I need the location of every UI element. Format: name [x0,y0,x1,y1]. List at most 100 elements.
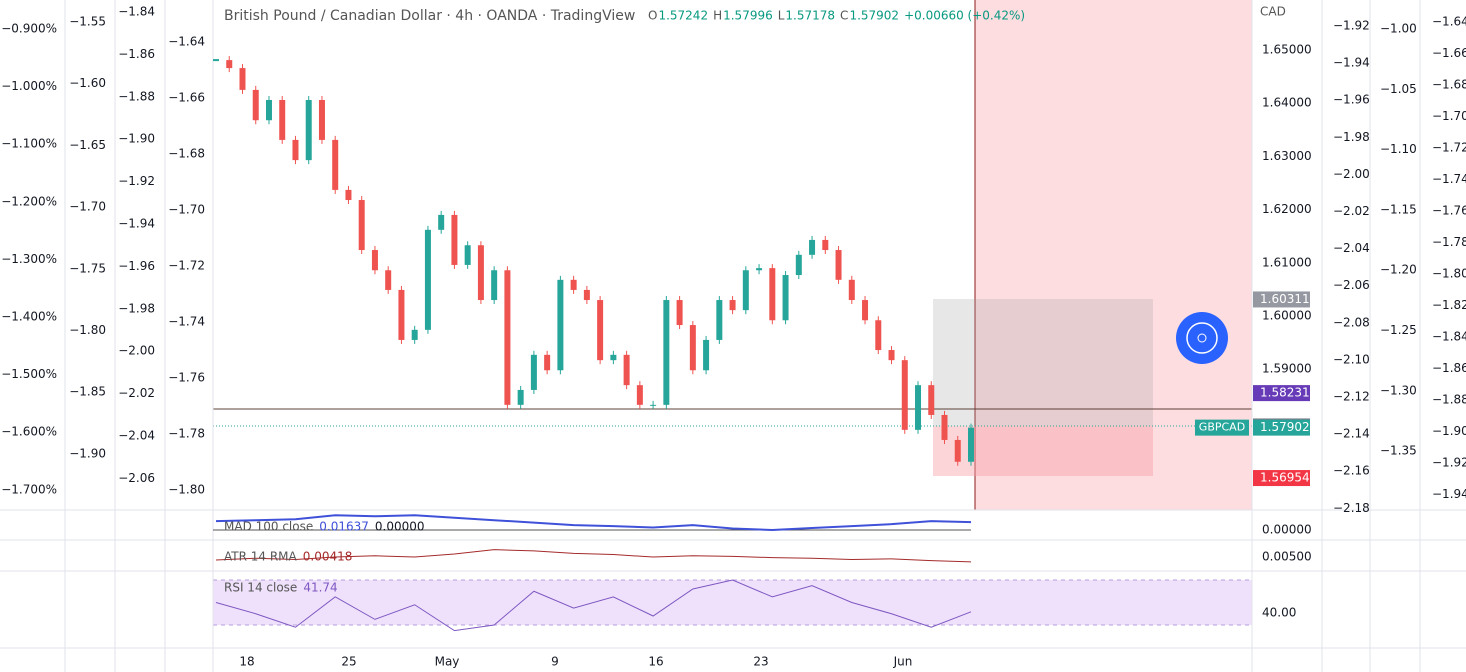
axis-label: −1.100% [1,137,57,151]
axis-label: −1.74 [1432,172,1466,186]
candle [213,59,219,62]
axis-label: −1.98 [1333,130,1370,144]
indicator-name: MAD 100 close [224,520,313,534]
axis-label: −1.96 [118,259,155,273]
axis-label: −2.06 [118,471,155,485]
axis-label: −1.200% [1,194,57,208]
axis-label: −1.66 [1432,46,1466,60]
axis-label: −1.82 [1432,298,1466,312]
axis-label: −1.64 [168,35,205,49]
axis-label: −2.04 [1333,241,1370,255]
candle [610,354,617,361]
candle [557,279,564,371]
candle [650,404,657,406]
price-badge-label: 1.56954 [1260,471,1310,485]
candle [809,239,816,255]
price-label: 1.63000 [1262,149,1312,163]
axis-label: −1.86 [1432,361,1466,375]
price-label: 1.64000 [1262,96,1312,110]
candle [928,385,935,415]
candle [226,60,233,69]
candle [782,275,789,321]
axis-label: −1.76 [168,371,205,385]
title: British Pound / Canadian Dollar · 4h · O… [224,8,635,24]
indicator-name: RSI 14 close [224,581,297,595]
indicator-value: 0.01637 [319,520,369,534]
candle [835,250,842,280]
axis-label: −2.00 [1333,167,1370,181]
ohlc-value: 1.57242 [658,9,708,23]
candle [703,339,710,371]
axis-label: −1.500% [1,367,57,381]
candle [252,89,259,121]
axis-label: −1.78 [1432,235,1466,249]
axis-label: −1.30 [1380,383,1417,397]
axis-label: −1.66 [168,91,205,105]
candle [822,239,829,251]
axis-label: −1.74 [168,315,205,329]
candle [305,100,312,161]
rsi-band [213,580,1252,625]
ohlc-value: 1.57902 [849,9,899,23]
time-label: 18 [239,655,254,669]
axis-label: −1.000% [1,79,57,93]
price-label: 1.65000 [1262,43,1312,57]
axis-label: −1.72 [168,259,205,273]
axis-label: −1.88 [1432,393,1466,407]
ohlc-value: 1.57996 [723,9,773,23]
axis-label: −1.20 [1380,263,1417,277]
axis-label: −2.02 [118,386,155,400]
indicator-line [215,514,972,532]
candle [424,229,431,330]
candle [954,439,961,462]
candle [239,68,246,90]
indicator-line [215,579,972,632]
candle [491,270,498,301]
candle [597,300,604,361]
ohlc-key: H [713,9,722,23]
candle [968,427,974,462]
axis-label: −1.700% [1,482,57,496]
axis-label: −1.96 [1333,93,1370,107]
indicator-line [215,549,972,563]
candle [464,245,471,265]
indicator-axis: 0.00500 [1262,550,1312,564]
candle [742,270,749,311]
axis-label: −1.00 [1380,22,1417,36]
axis-label: −1.90 [118,132,155,146]
axis-label: −1.76 [1432,204,1466,218]
target-box [933,299,1153,426]
action-button[interactable] [1176,312,1228,364]
axis-label: −1.68 [1432,78,1466,92]
indicator-axis: 40.00 [1262,606,1296,620]
candle [875,320,882,351]
axis-label: −1.80 [69,323,106,337]
action-ring [1186,322,1218,354]
candle [941,414,948,440]
price-badge [1253,419,1310,436]
price-label: 1.60000 [1262,309,1312,323]
axis-label: −1.92 [1333,19,1370,33]
candle [530,354,537,390]
indicator-value: 41.74 [303,581,337,595]
axis-label: −1.88 [118,89,155,103]
price-label: 1.59000 [1262,362,1312,376]
candle [663,300,670,405]
price-badge [1253,470,1310,487]
axis-label: −2.14 [1333,427,1370,441]
axis-label: −1.05 [1380,82,1417,96]
axis-label: −1.55 [69,15,106,29]
axis-label: −1.86 [118,47,155,61]
price-badge-label: 1.60311 [1260,292,1310,306]
indicator-value: 0.00418 [303,550,353,564]
candle [371,250,378,271]
candle [716,300,723,340]
symbol-badge [1195,419,1249,436]
candle [544,354,551,371]
candle [411,329,418,340]
candle [888,350,895,361]
axis-label: −1.94 [1333,56,1370,70]
candle [345,189,352,201]
